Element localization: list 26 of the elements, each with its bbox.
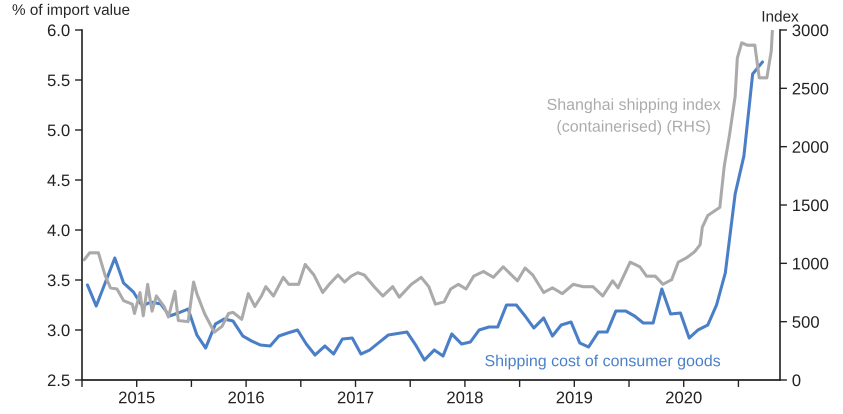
x-tick-label: 2018	[447, 392, 483, 404]
x-tick-label: 2017	[338, 392, 374, 404]
y2-tick-label: 3000	[792, 24, 828, 36]
y-tick-label: 3.5	[48, 274, 70, 286]
x-tick-label: 2016	[228, 392, 264, 404]
y-tick-label: 5.5	[48, 74, 70, 86]
y2-axis-title: Index	[762, 10, 799, 22]
y2-tick-label: 1500	[793, 199, 828, 212]
y2-tick-label: 0	[792, 374, 800, 386]
y2-tick-label: 2000	[792, 141, 828, 153]
y2-tick-label: 1000	[793, 258, 828, 270]
x-tick-label: 2020	[666, 392, 702, 404]
series-label: Shanghai shipping index (containerised) (RHS)	[547, 98, 721, 135]
y2-tick-label: 500	[792, 316, 819, 328]
y-tick-label: 5.0	[48, 124, 70, 136]
y-tick-label: 4.5	[47, 174, 70, 186]
line-series	[82, 30, 774, 334]
y-tick-label: 3.0	[48, 324, 70, 336]
x-tick-label: 2015	[119, 392, 155, 404]
y-tick-label: 6.0	[48, 24, 70, 36]
y2-tick-label: 2500	[792, 82, 828, 95]
y-axis-title: % of import value	[12, 4, 130, 18]
y-tick-label: 4.0	[47, 224, 70, 236]
series-label: Shipping cost of consumer goods	[485, 354, 720, 370]
y-tick-label: 2.5	[48, 374, 70, 386]
x-tick-label: 2019	[556, 392, 592, 404]
